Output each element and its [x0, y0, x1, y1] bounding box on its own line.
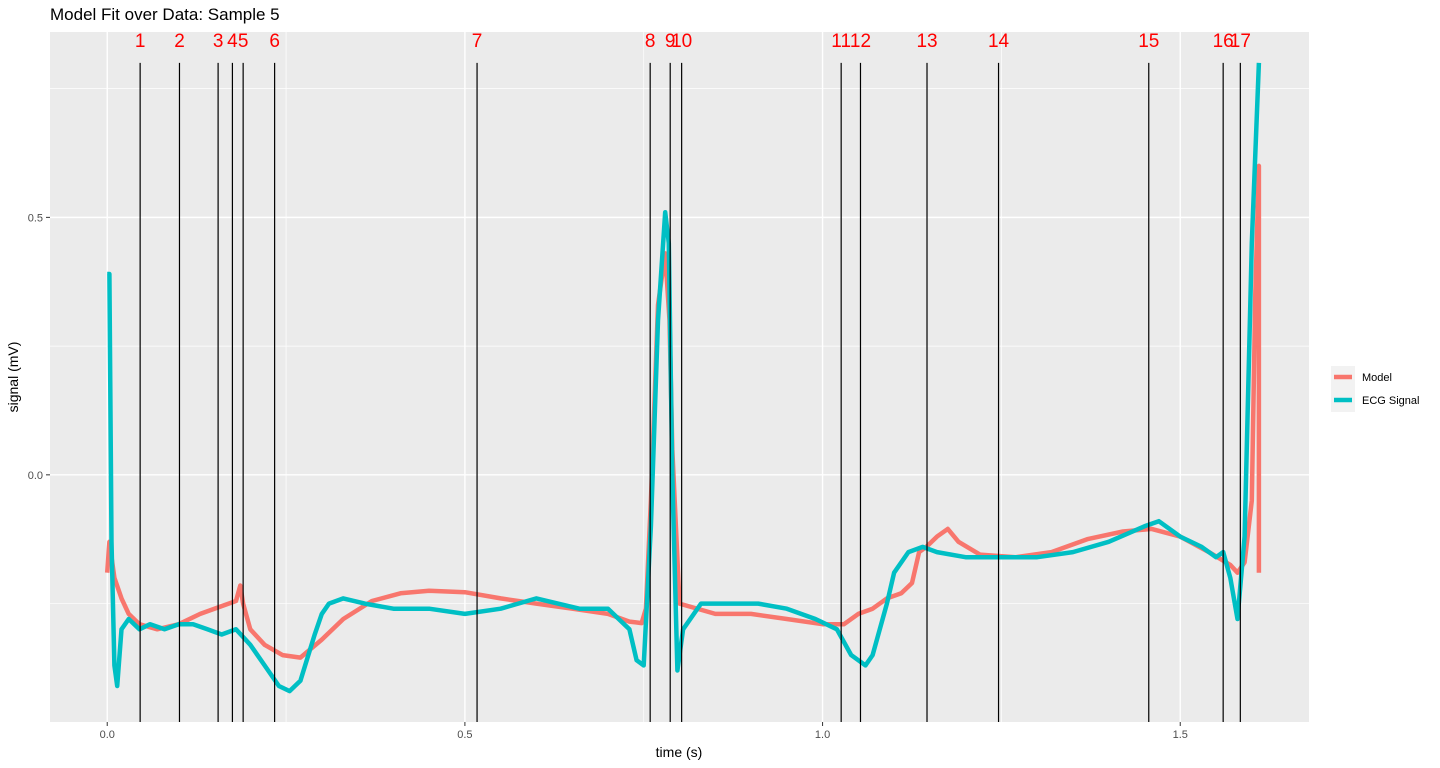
ecg-signal-line — [107, 62, 1262, 694]
marker-label-14: 14 — [988, 31, 1010, 52]
legend: Model ECG Signal — [1331, 366, 1419, 412]
marker-label-13: 13 — [916, 31, 937, 52]
marker-label-4: 4 — [227, 31, 238, 52]
y-tick-label: 0.0 — [28, 470, 43, 482]
marker-label-3: 3 — [213, 31, 224, 52]
legend-label: Model — [1362, 372, 1392, 384]
marker-label-17: 17 — [1230, 31, 1251, 52]
x-axis-title: time (s) — [656, 744, 703, 760]
marker-label-15: 15 — [1138, 31, 1159, 52]
legend-label: ECG Signal — [1362, 395, 1419, 407]
marker-label-10: 10 — [671, 31, 692, 52]
marker-label-1: 1 — [135, 31, 146, 52]
y-tick-label: 0.5 — [28, 212, 43, 224]
y-axis-title: signal (mV) — [5, 342, 21, 413]
marker-label-12: 12 — [850, 31, 871, 52]
chart-title: Model Fit over Data: Sample 5 — [50, 5, 280, 24]
x-tick-label: 0.0 — [100, 729, 115, 741]
marker-label-7: 7 — [472, 31, 483, 52]
marker-label-5: 5 — [238, 31, 249, 52]
x-axis-ticks: 0.0 0.5 1.0 1.5 — [100, 722, 1188, 741]
marker-label-8: 8 — [645, 31, 656, 52]
marker-label-16: 16 — [1213, 31, 1234, 52]
y-axis-ticks: 0.0 0.5 — [28, 212, 50, 482]
marker-label-2: 2 — [174, 31, 185, 52]
grid-major — [50, 32, 1309, 722]
x-tick-label: 1.0 — [815, 729, 830, 741]
marker-label-9: 9 — [665, 31, 676, 52]
series-layer — [104, 62, 1262, 694]
x-tick-label: 1.5 — [1173, 729, 1188, 741]
marker-label-6: 6 — [269, 31, 280, 52]
x-tick-label: 0.5 — [457, 729, 472, 741]
plot-panel — [50, 32, 1309, 722]
marker-label-11: 11 — [831, 31, 851, 52]
grid-minor — [50, 32, 1309, 722]
legend-key-background — [1331, 366, 1355, 412]
